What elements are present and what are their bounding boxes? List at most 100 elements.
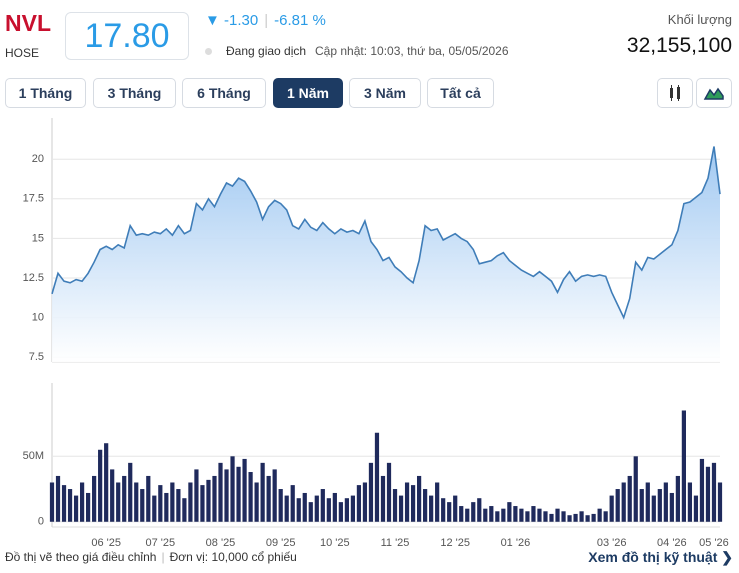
range-tab[interactable]: Tất cả [427,78,494,108]
volume-bar [705,466,711,522]
volume-bar [380,475,386,522]
volume-bar [302,492,307,522]
volume-bar [717,482,723,522]
x-tick-label: 05 '26 [699,537,729,549]
volume-bar [567,515,572,522]
x-tick-label: 08 '25 [206,537,236,549]
volume-bar [254,482,259,522]
volume-bar [188,482,193,522]
range-tab[interactable]: 1 Tháng [5,78,86,108]
x-tick-label: 01 '26 [501,537,531,549]
volume-bar [669,492,674,522]
volume-bar [507,502,512,522]
volume-bar [272,469,277,522]
volume-bar [585,515,590,522]
y-tick-label: 15 [32,232,44,244]
volume-bar [398,495,404,522]
volume-bar [79,482,85,522]
volume-bar [116,482,121,522]
range-tab[interactable]: 3 Tháng [93,78,176,108]
volume-bar [290,485,295,522]
volume-bar [495,511,500,522]
footer-note: Đồ thị vẽ theo giá điều chỉnh | Đơn vị: 10… [5,550,297,564]
exchange: HOSE [5,46,40,60]
down-arrow: ▼ [205,12,225,29]
volume-bar [332,492,337,522]
volume-bar [49,482,55,522]
volume-bar [206,479,211,522]
volume-bar [513,506,518,522]
volume-bar [627,475,632,522]
volume-bar [453,495,458,522]
y-tick-label: 12.5 [23,272,44,284]
volume-bar [501,508,506,522]
price-line [51,146,721,320]
volume-bar [519,508,524,522]
link-text[interactable]: Xem đồ thị kỹ thuật [588,549,718,565]
volume-bar [194,469,199,522]
volume-bar [561,511,566,522]
volume-bar [597,508,602,522]
volume-bar [140,489,145,522]
volume-bar [404,482,410,522]
change: -1.30 [224,12,259,29]
x-tick-label: 07 '25 [146,537,176,549]
volume-bar [242,458,247,522]
volume-bar [693,495,699,522]
volume-bar [248,472,253,522]
volume-bar [429,495,434,522]
volume-bar [675,475,680,522]
change-percent: -6.81 % [274,12,326,29]
volume-bar [230,456,235,522]
volume-bar [368,462,374,522]
volume-bar [711,462,717,522]
volume-bar [260,462,265,522]
x-tick-label: 11 '25 [381,537,410,549]
y-tick-label: 20 [32,153,44,165]
volume-bar [573,513,578,522]
range-tab[interactable]: 6 Tháng [182,78,266,108]
volume-bar [110,469,115,522]
volume-bar [218,462,223,522]
volume-bar [525,511,530,522]
volume-bar [374,432,380,522]
volume-bar [98,449,103,522]
volume-bar [386,462,392,522]
volume-bar [687,482,693,522]
volume-bar [645,482,650,522]
area-fill [52,146,720,362]
volume-bar [543,511,548,522]
area-button[interactable] [696,78,732,108]
volume-bar [170,482,175,522]
volume-bar [663,482,668,522]
candle-button[interactable] [657,78,693,108]
volume-bar [555,508,560,522]
volume-bar [92,475,97,522]
range-tab[interactable]: 3 Năm [349,78,421,108]
technical-link[interactable]: Xem đồ thị kỹ thuật ❯ [588,549,733,565]
volume-bar [416,475,422,522]
volume-bar [61,485,67,522]
volume-bar [621,482,626,522]
volume-bar [182,498,187,522]
status-dot [205,48,212,55]
volume-bar [314,495,319,522]
y-tick-label: 7.5 [29,351,44,363]
volume-bar [459,506,464,522]
volume-bar [224,469,229,522]
change-row: ▼ -1.30 | -6.81 % [205,12,326,29]
volume-bar [296,498,301,522]
volume-bar [128,462,133,522]
y-tick-label: 0 [38,516,44,528]
range-tab[interactable]: 1 Năm [273,78,343,108]
volume: 32,155,100 [626,34,732,57]
volume-label: Khối lượng [667,12,732,27]
volume-bar [410,485,416,522]
volume-bar [603,511,608,522]
volume-bar [633,456,638,522]
x-tick-label: 04 '26 [657,537,687,549]
y-tick-label: 17.5 [23,193,44,205]
volume-bar [356,485,362,522]
volume-bar [122,475,127,522]
